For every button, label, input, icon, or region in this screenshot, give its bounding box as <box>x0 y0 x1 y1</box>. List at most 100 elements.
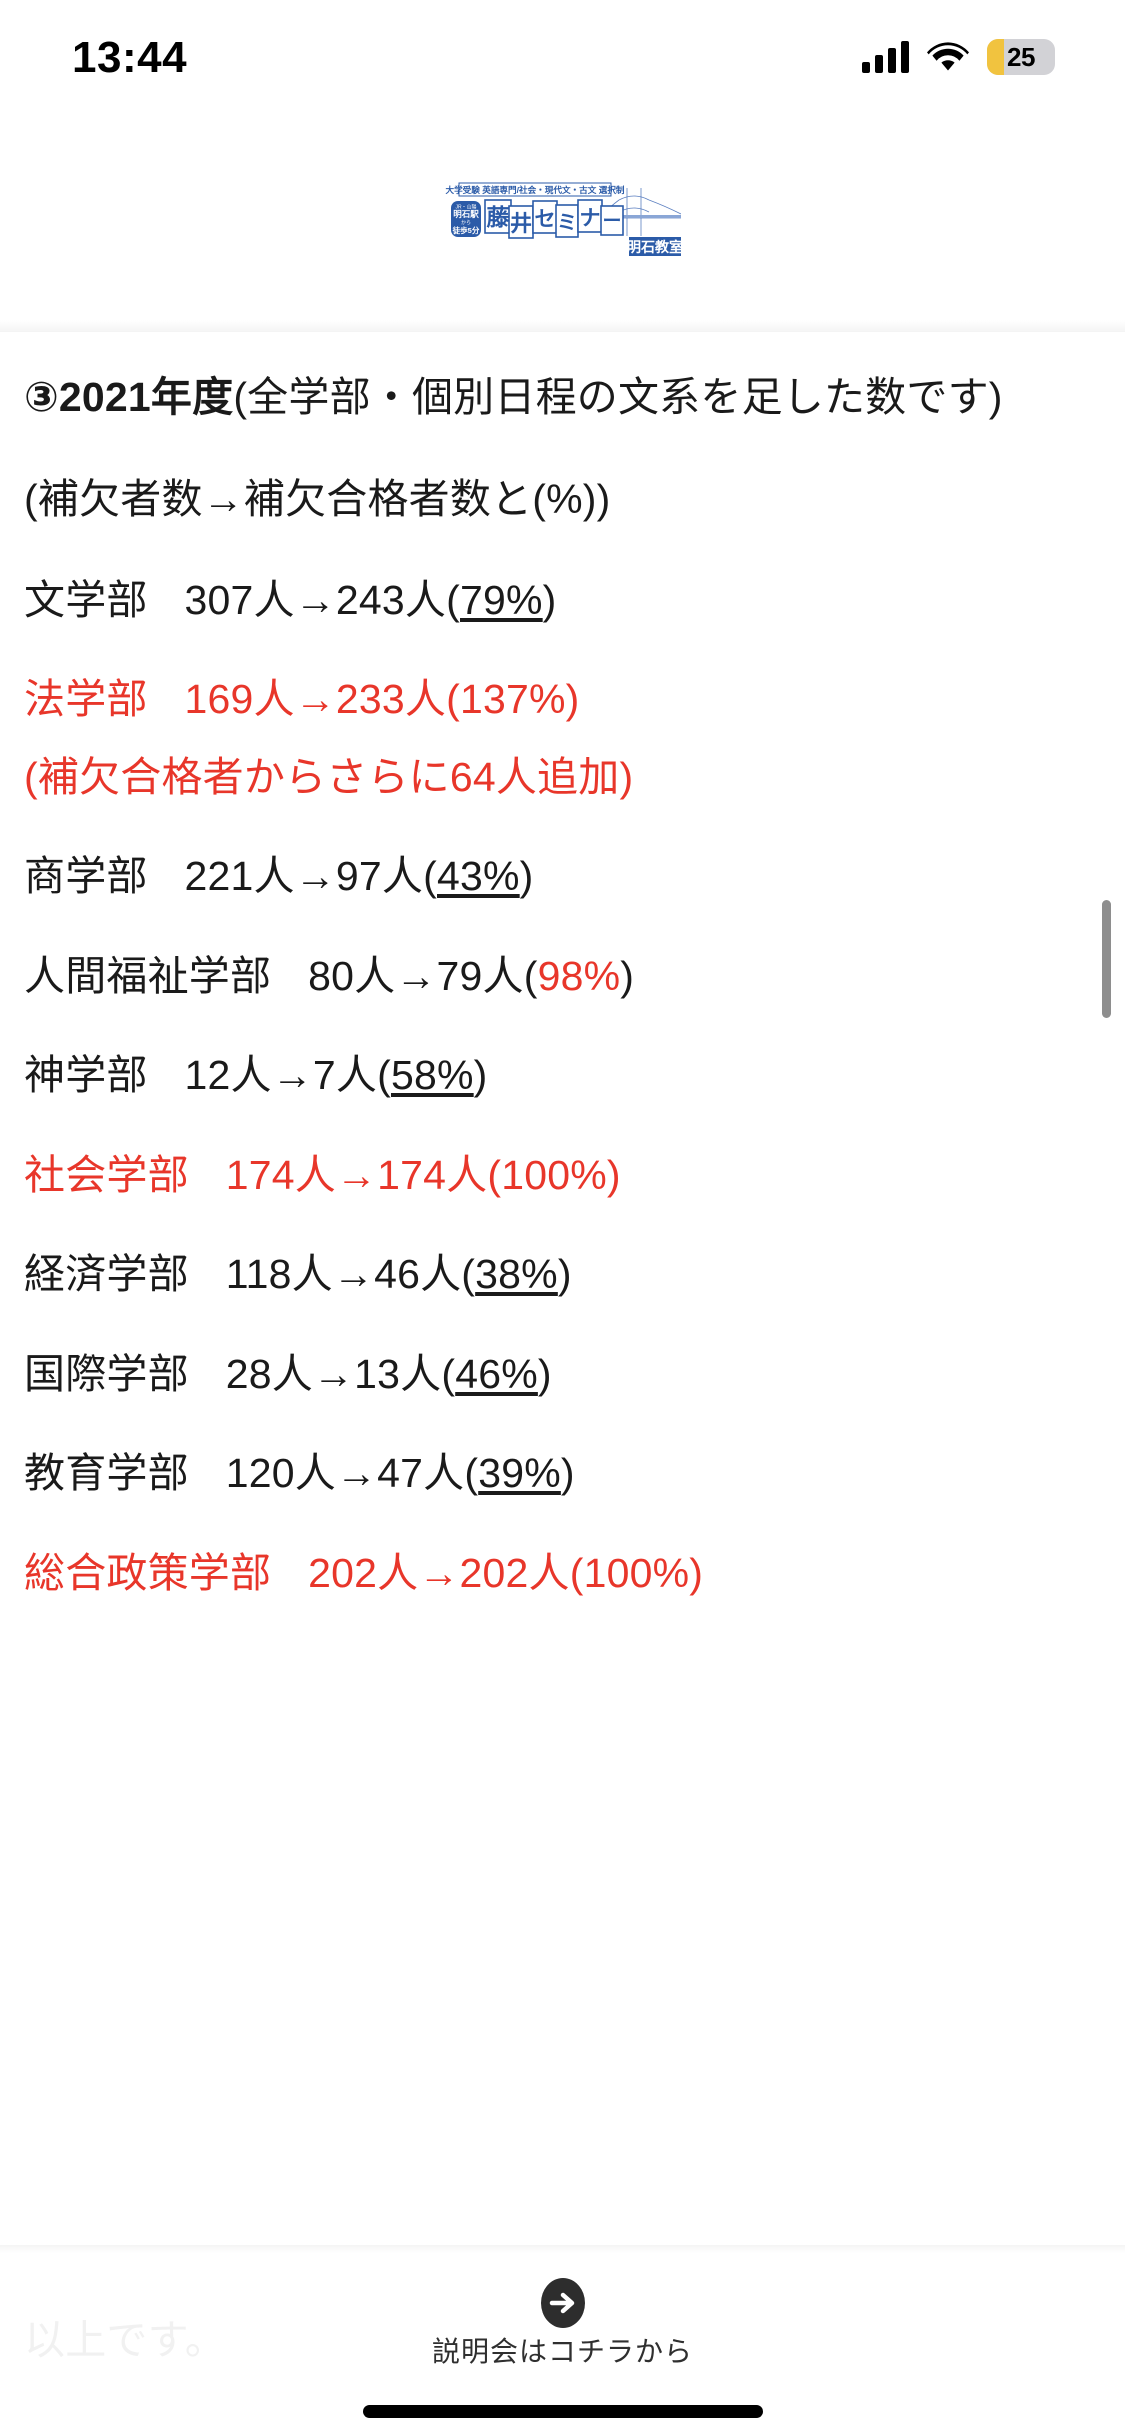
accepted-count: 46人 <box>374 1251 462 1298</box>
battery-fill <box>987 39 1004 75</box>
table-row: 商学部 221人→97人(43%) <box>24 846 1101 908</box>
home-indicator[interactable] <box>362 2405 763 2418</box>
table-row: 神学部 12人→7人(58%) <box>24 1045 1101 1107</box>
cta-label[interactable]: 説明会はコチラから <box>431 2336 693 2367</box>
arrow-glyph: → <box>312 1350 355 1397</box>
table-row: 人間福祉学部 80人→79人(98%) <box>24 946 1101 1008</box>
fujii-seminar-akashi-logo[interactable]: 大学受験 英語専門/社会・現代文・古文 選択制 JR・山陽 明石駅 から 徒歩5… <box>445 182 681 260</box>
table-row: 経済学部 118人→46人(38%) <box>24 1244 1101 1306</box>
percent-value: 38% <box>475 1251 558 1298</box>
legend-line: (補欠者数→補欠合格者数と(%)) <box>24 475 611 522</box>
table-row: 教育学部 120人→47人(39%) <box>24 1443 1101 1505</box>
svg-text:井: 井 <box>509 211 531 236</box>
percent-value: 39% <box>478 1450 561 1497</box>
paren-close: ) <box>620 952 635 999</box>
paren-open: ( <box>446 676 460 723</box>
percent-value: 100% <box>583 1549 690 1596</box>
faculty-name: 総合政策学部 <box>24 1549 272 1596</box>
percent-value: 137% <box>460 676 566 723</box>
percent-value: 98% <box>537 952 621 999</box>
arrow-right-circle-icon[interactable] <box>538 2278 588 2328</box>
svg-text:ー: ー <box>602 211 621 232</box>
arrow-glyph: → <box>335 1151 378 1198</box>
paren-close: ) <box>519 853 534 900</box>
article-heading-prefix: ③2021年度 <box>24 374 234 420</box>
article-heading-rest: (全学部・個別日程の文系を足した数です) <box>233 374 1003 420</box>
content-fade-overlay <box>0 2120 1125 2240</box>
cta-bar[interactable]: 説明会はコチラから <box>0 2254 1125 2436</box>
arrow-glyph: → <box>335 1450 378 1497</box>
waitlist-count: 202人 <box>308 1549 419 1596</box>
paren-close: ) <box>542 576 557 623</box>
paren-close: ) <box>560 1450 575 1497</box>
waitlist-count: 80人 <box>308 952 396 999</box>
faculty-name: 文学部 <box>24 576 148 623</box>
paren-close: ) <box>689 1549 704 1596</box>
svg-text:から: から <box>460 219 470 226</box>
accepted-count: 202人 <box>459 1549 570 1596</box>
table-row: 総合政策学部 202人→202人(100%) <box>24 1543 1101 1605</box>
percent-value: 43% <box>437 853 520 900</box>
accepted-count: 79人 <box>436 952 524 999</box>
paren-open: ( <box>487 1151 502 1198</box>
table-row: 社会学部 174人→174人(100%) <box>24 1145 1101 1207</box>
paren-close: ) <box>606 1151 621 1198</box>
paren-close: ) <box>537 1350 552 1397</box>
faculty-name: 法学部 <box>24 676 148 723</box>
accepted-count: 233人 <box>335 676 447 723</box>
svg-text:明石教室: 明石教室 <box>627 239 681 255</box>
svg-text:ナ: ナ <box>579 207 600 230</box>
paren-open: ( <box>446 576 460 623</box>
status-bar-time: 13:44 <box>72 33 188 82</box>
row-note: (補欠合格者からさらに64人追加) <box>24 753 634 800</box>
arrow-glyph: → <box>418 1549 460 1596</box>
article-body: ③2021年度(全学部・個別日程の文系を足した数です) (補欠者数→補欠合格者数… <box>0 332 1125 2232</box>
arrow-glyph: → <box>294 853 336 900</box>
table-row: 法学部 169人→233人(137%) <box>24 669 1101 731</box>
svg-text:明石駅: 明石駅 <box>453 209 479 219</box>
cellular-signal-icon <box>862 41 909 73</box>
faculty-name: 社会学部 <box>24 1151 189 1198</box>
wifi-icon <box>927 41 969 73</box>
battery-icon: 25 <box>987 39 1055 75</box>
accepted-count: 7人 <box>312 1052 378 1099</box>
battery-percent-label: 25 <box>1007 42 1035 72</box>
accepted-count: 174人 <box>377 1151 488 1198</box>
faculty-name: 教育学部 <box>24 1450 189 1497</box>
waitlist-count: 120人 <box>225 1450 336 1497</box>
paren-open: ( <box>464 1450 479 1497</box>
waitlist-count: 221人 <box>184 853 295 900</box>
percent-value: 46% <box>455 1350 538 1397</box>
paren-open: ( <box>441 1350 456 1397</box>
faculty-name: 商学部 <box>24 853 148 900</box>
arrow-glyph: → <box>294 676 336 723</box>
paren-open: ( <box>569 1549 584 1596</box>
svg-text:藤: 藤 <box>486 204 510 230</box>
accepted-count: 243人 <box>335 576 447 623</box>
table-row: 国際学部 28人→13人(46%) <box>24 1344 1101 1406</box>
svg-text:セ: セ <box>534 208 555 231</box>
paren-close: ) <box>565 676 580 723</box>
waitlist-count: 118人 <box>225 1251 333 1298</box>
paren-close: ) <box>557 1251 572 1298</box>
paren-open: ( <box>461 1251 476 1298</box>
waitlist-count: 174人 <box>225 1151 336 1198</box>
paren-open: ( <box>523 952 538 999</box>
arrow-glyph: → <box>395 952 437 999</box>
table-row: 文学部 307人→243人(79%) <box>24 570 1101 632</box>
vertical-scrollbar[interactable] <box>1102 900 1111 1018</box>
arrow-glyph: → <box>294 576 336 623</box>
percent-value: 58% <box>390 1052 474 1099</box>
faculty-name: 神学部 <box>24 1052 148 1099</box>
svg-text:ミ: ミ <box>557 212 577 234</box>
svg-text:大学受験 英語専門/社会・現代文・古文 選択制: 大学受験 英語専門/社会・現代文・古文 選択制 <box>445 184 624 195</box>
site-header: 大学受験 英語専門/社会・現代文・古文 選択制 JR・山陽 明石駅 から 徒歩5… <box>0 110 1125 332</box>
paren-open: ( <box>377 1052 391 1099</box>
arrow-glyph: → <box>332 1251 375 1298</box>
faculty-name: 経済学部 <box>24 1251 189 1298</box>
percent-value: 79% <box>460 576 543 623</box>
percent-value: 100% <box>501 1151 607 1198</box>
waitlist-count: 169人 <box>184 676 295 723</box>
footer-divider <box>0 2245 1125 2253</box>
accepted-count: 47人 <box>377 1450 465 1497</box>
